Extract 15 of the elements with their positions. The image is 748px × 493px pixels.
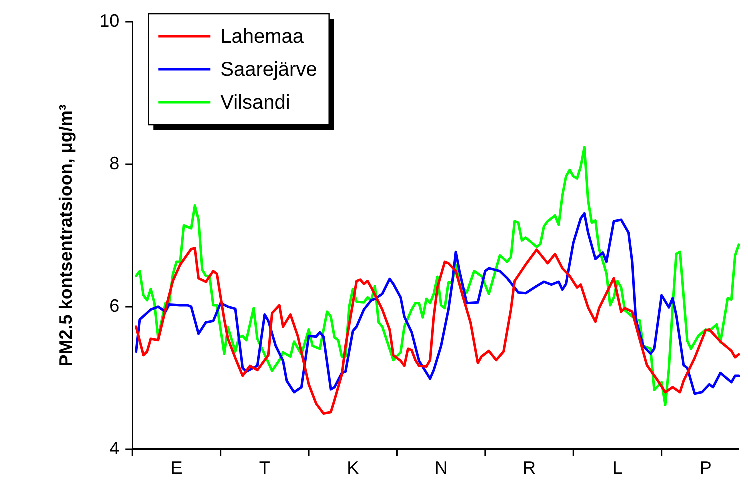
legend-label: Lahemaa: [220, 26, 305, 48]
legend-label: Vilsandi: [220, 92, 290, 114]
y-tick-label: 10: [100, 10, 120, 31]
x-tick-label: E: [170, 458, 183, 478]
x-tick-label: P: [700, 458, 712, 478]
x-tick-label: L: [612, 458, 623, 478]
x-tick-label: N: [434, 458, 448, 478]
y-tick-label: 4: [110, 438, 120, 458]
legend-label: Saarejärve: [220, 59, 318, 82]
y-tick-label: 8: [110, 153, 120, 174]
x-tick-label: T: [259, 458, 270, 478]
y-axis-title: PM2.5 kontsentratsioon, μg/m³: [56, 104, 76, 367]
y-tick-label: 6: [110, 296, 120, 316]
x-tick-label: R: [523, 458, 536, 478]
x-tick-label: K: [347, 458, 360, 478]
